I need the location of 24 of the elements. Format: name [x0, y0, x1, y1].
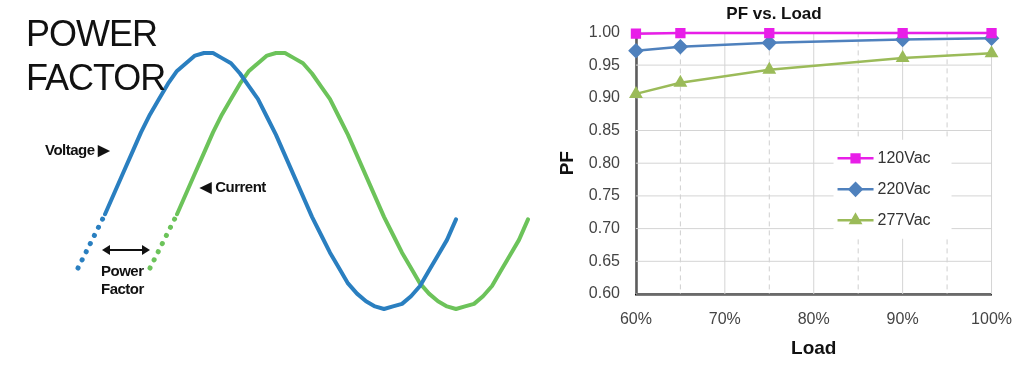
x-tick-label: 100% — [971, 310, 1012, 328]
y-tick-label: 0.65 — [588, 251, 621, 269]
x-tick-label: 70% — [708, 310, 741, 328]
chart-title: POWER FACTOR — [26, 12, 166, 100]
chart-title: PF vs. Load — [726, 3, 822, 23]
annotation: Power Factor — [101, 262, 145, 298]
legend-label: 120Vac — [877, 148, 931, 166]
legend-label: 277Vac — [877, 210, 931, 228]
x-tick-label: 80% — [797, 310, 830, 328]
legend-label: 220Vac — [877, 179, 931, 197]
y-tick-label: 0.90 — [588, 88, 621, 106]
y-tick-label: 0.70 — [588, 219, 621, 237]
x-tick-label: 90% — [886, 310, 919, 328]
series-label: ◀ Current — [200, 177, 266, 196]
y-axis-title: PF — [555, 151, 577, 176]
y-tick-label: 1.00 — [588, 22, 621, 40]
x-tick-label: 60% — [619, 310, 652, 328]
y-tick-label: 0.85 — [588, 120, 621, 138]
series-label: Voltage ▶ — [45, 140, 110, 159]
y-tick-label: 0.95 — [588, 55, 621, 73]
x-axis-title: Load — [791, 336, 837, 358]
y-tick-label: 0.60 — [588, 284, 621, 302]
y-tick-label: 0.75 — [588, 186, 621, 204]
y-tick-label: 0.80 — [588, 153, 621, 171]
